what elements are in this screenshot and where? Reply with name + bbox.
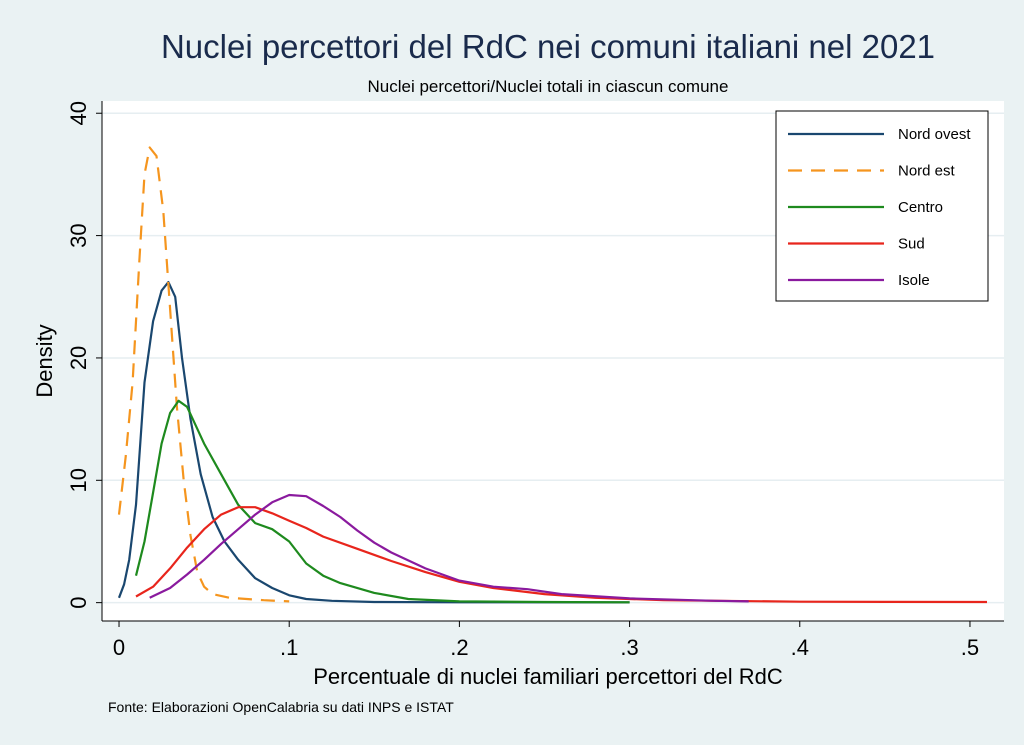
chart-title: Nuclei percettori del RdC nei comuni ita… (161, 28, 935, 65)
legend: Nord ovest Nord est Centro Sud Isole (788, 126, 971, 289)
x-tick-label: 0 (113, 635, 125, 660)
x-tick-label: .3 (620, 635, 638, 660)
y-axis-title: Density (32, 324, 57, 397)
legend-label-sud: Sud (898, 236, 925, 253)
series-line-nord-est (117, 146, 290, 603)
axis-ticks: 0 10 20 30 40 0 .1 .2 .3 .4 .5 (66, 101, 979, 660)
series-line-nord-ovest (117, 281, 630, 604)
series-lines (117, 146, 988, 604)
x-axis-title: Percentuale di nuclei familiari percetto… (313, 664, 783, 689)
chart-subtitle: Nuclei percettori/Nuclei totali in ciasc… (368, 77, 729, 96)
x-tick-label: .1 (280, 635, 298, 660)
source-note: Fonte: Elaborazioni OpenCalabria su dati… (108, 699, 454, 715)
legend-label-nord-ovest: Nord ovest (898, 126, 971, 143)
x-tick-label: .4 (791, 635, 809, 660)
x-tick-label: .2 (450, 635, 468, 660)
series-line-isole (149, 493, 749, 603)
y-tick-label: 30 (66, 223, 91, 247)
y-tick-label: 0 (66, 597, 91, 609)
y-tick-label: 10 (66, 468, 91, 492)
y-tick-label: 20 (66, 346, 91, 370)
legend-label-nord-est: Nord est (898, 163, 956, 180)
legend-label-centro: Centro (898, 199, 943, 216)
x-tick-label: .5 (961, 635, 979, 660)
legend-label-isole: Isole (898, 272, 930, 289)
y-tick-label: 40 (66, 101, 91, 125)
series-line-centro (134, 399, 630, 604)
